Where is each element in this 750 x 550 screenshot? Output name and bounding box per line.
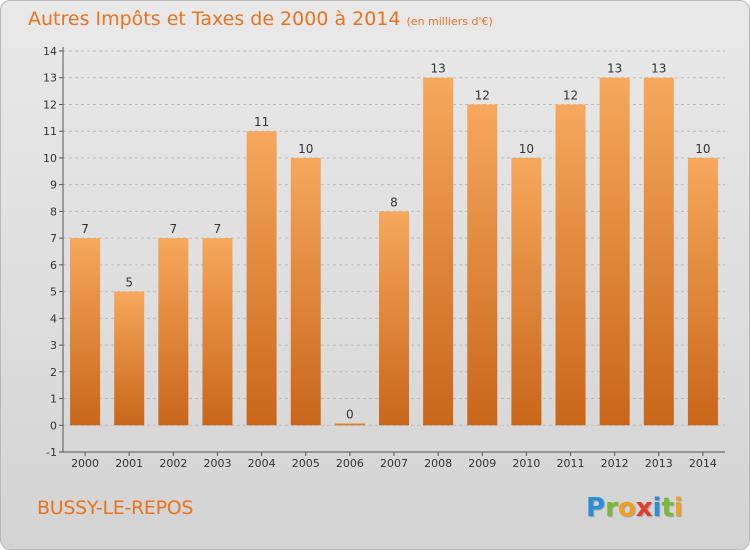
x-tick-label: 2007	[380, 457, 408, 470]
data-label: 10	[519, 142, 534, 156]
x-tick-label: 2009	[468, 457, 496, 470]
y-tick-label: 8	[50, 205, 57, 218]
y-tick-label: 4	[50, 312, 57, 325]
bar-2012	[599, 77, 630, 426]
city-name: BUSSY-LE-REPOS	[37, 497, 194, 519]
data-label: 10	[298, 142, 313, 156]
data-label: 12	[475, 88, 490, 102]
y-tick-label: 2	[50, 366, 57, 379]
bar-2011	[555, 104, 586, 426]
bar-2006	[334, 423, 365, 426]
y-tick-label: -1	[46, 446, 57, 459]
y-tick-label: 1	[50, 393, 57, 406]
y-tick-label: 9	[50, 179, 57, 192]
y-tick-label: 0	[50, 419, 57, 432]
logo-letter: t	[661, 493, 674, 523]
x-tick-label: 2011	[557, 457, 585, 470]
y-tick-label: 13	[43, 72, 57, 85]
y-tick-label: 3	[50, 339, 57, 352]
bar-2010	[511, 157, 542, 426]
logo-letter: o	[617, 493, 636, 523]
x-tick-label: 2006	[336, 457, 364, 470]
y-tick-label: 12	[43, 98, 57, 111]
x-tick-label: 2014	[689, 457, 717, 470]
bar-2000	[70, 238, 101, 426]
data-label: 8	[390, 195, 398, 209]
y-tick-label: 7	[50, 232, 57, 245]
logo-letter: r	[605, 493, 618, 523]
x-tick-label: 2001	[115, 457, 143, 470]
x-tick-label: 2012	[601, 457, 629, 470]
data-label: 10	[695, 142, 710, 156]
data-label: 7	[214, 222, 222, 236]
y-tick-label: 10	[43, 152, 57, 165]
x-tick-label: 2004	[248, 457, 276, 470]
data-label: 5	[125, 276, 133, 290]
bar-2009	[467, 104, 498, 426]
data-label: 12	[563, 88, 578, 102]
data-labels: 7 5 7 7 11 10 0 8 13 12 10 12 13 13 10	[81, 62, 710, 422]
data-label: 13	[651, 62, 666, 76]
y-tick-label: 5	[50, 286, 57, 299]
data-label: 11	[254, 115, 269, 129]
x-tick-label: 2008	[424, 457, 452, 470]
data-label: 13	[430, 62, 445, 76]
x-tick-label: 2005	[292, 457, 320, 470]
logo-letter: x	[635, 493, 653, 523]
data-label: 7	[170, 222, 178, 236]
x-tick-label: 2002	[159, 457, 187, 470]
y-tick-label: 11	[43, 125, 57, 138]
logo-letter: P	[586, 493, 606, 523]
bar-2013	[643, 77, 674, 426]
x-tick-label: 2010	[512, 457, 540, 470]
chart-title-text: Autres Impôts et Taxes de 2000 à 2014	[28, 8, 401, 30]
chart-title: Autres Impôts et Taxes de 2000 à 2014 (en…	[28, 8, 493, 30]
logo-letter: i	[673, 493, 683, 523]
y-tick-label: 14	[43, 45, 57, 58]
proxiti-logo[interactable]: Proxiti	[586, 493, 683, 523]
data-label: 13	[607, 62, 622, 76]
y-tick-label: 6	[50, 259, 57, 272]
x-tick-label: 2003	[203, 457, 231, 470]
bar-2002	[158, 238, 189, 426]
bar-2001	[114, 291, 145, 426]
bar-2007	[379, 211, 409, 426]
x-tick-label: 2013	[645, 457, 673, 470]
bar-2005	[290, 157, 321, 426]
bar-2014	[687, 157, 718, 426]
bar-2004	[246, 131, 277, 426]
bars	[70, 77, 718, 426]
x-tick-label: 2000	[71, 457, 99, 470]
bar-2003	[202, 238, 233, 426]
chart-subtitle: (en milliers d'€)	[406, 15, 493, 28]
data-label: 7	[81, 222, 89, 236]
bar-2008	[423, 77, 454, 426]
logo-letter: i	[652, 493, 662, 523]
data-label: 0	[346, 407, 354, 421]
